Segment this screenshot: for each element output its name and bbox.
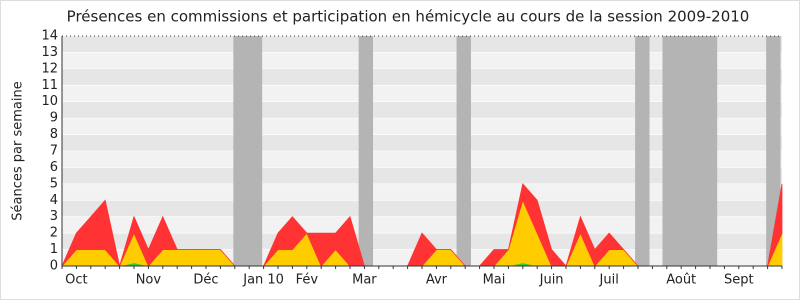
y-tick-label: 14 [41,29,58,44]
y-tick-label: 7 [50,144,58,159]
y-tick-label: 1 [50,242,58,257]
x-tick-label: Sept [724,273,754,288]
x-tick-label: Nov [136,273,162,288]
y-tick-label: 5 [50,176,58,191]
vacation-band [766,36,781,266]
x-tick-label: Mar [352,273,377,288]
x-tick-label: Juil [599,273,619,288]
y-tick-label: 2 [50,226,58,241]
x-tick-label: Avr [426,273,448,288]
vacation-band [456,36,471,266]
x-tick-label: Juin [539,273,564,288]
y-tick-label: 4 [50,193,58,208]
chart-title: Présences en commissions et participatio… [67,8,750,26]
y-tick-label: 0 [50,259,58,274]
vacation-band [662,36,718,266]
vacation-band [233,36,263,266]
y-tick-label: 12 [41,61,58,76]
y-tick-label: 9 [50,111,58,126]
vacation-band [358,36,374,266]
y-tick-label: 13 [41,45,58,60]
y-tick-label: 11 [41,78,58,93]
y-axis-label: Séances par semaine [11,81,26,220]
x-tick-label: Août [666,273,696,288]
vacation-band [635,36,650,266]
y-tick-label: 10 [41,94,58,109]
x-tick-label: Oct [65,273,87,288]
x-tick-label: Mai [483,273,506,288]
y-tick-label: 8 [50,127,58,142]
x-tick-label: Déc [193,273,218,288]
area [61,182,783,267]
y-tick-label: 6 [50,160,58,175]
x-tick-label: Jan 10 [242,273,284,288]
x-tick-label: Fév [296,273,319,288]
y-tick-label: 3 [50,209,58,224]
